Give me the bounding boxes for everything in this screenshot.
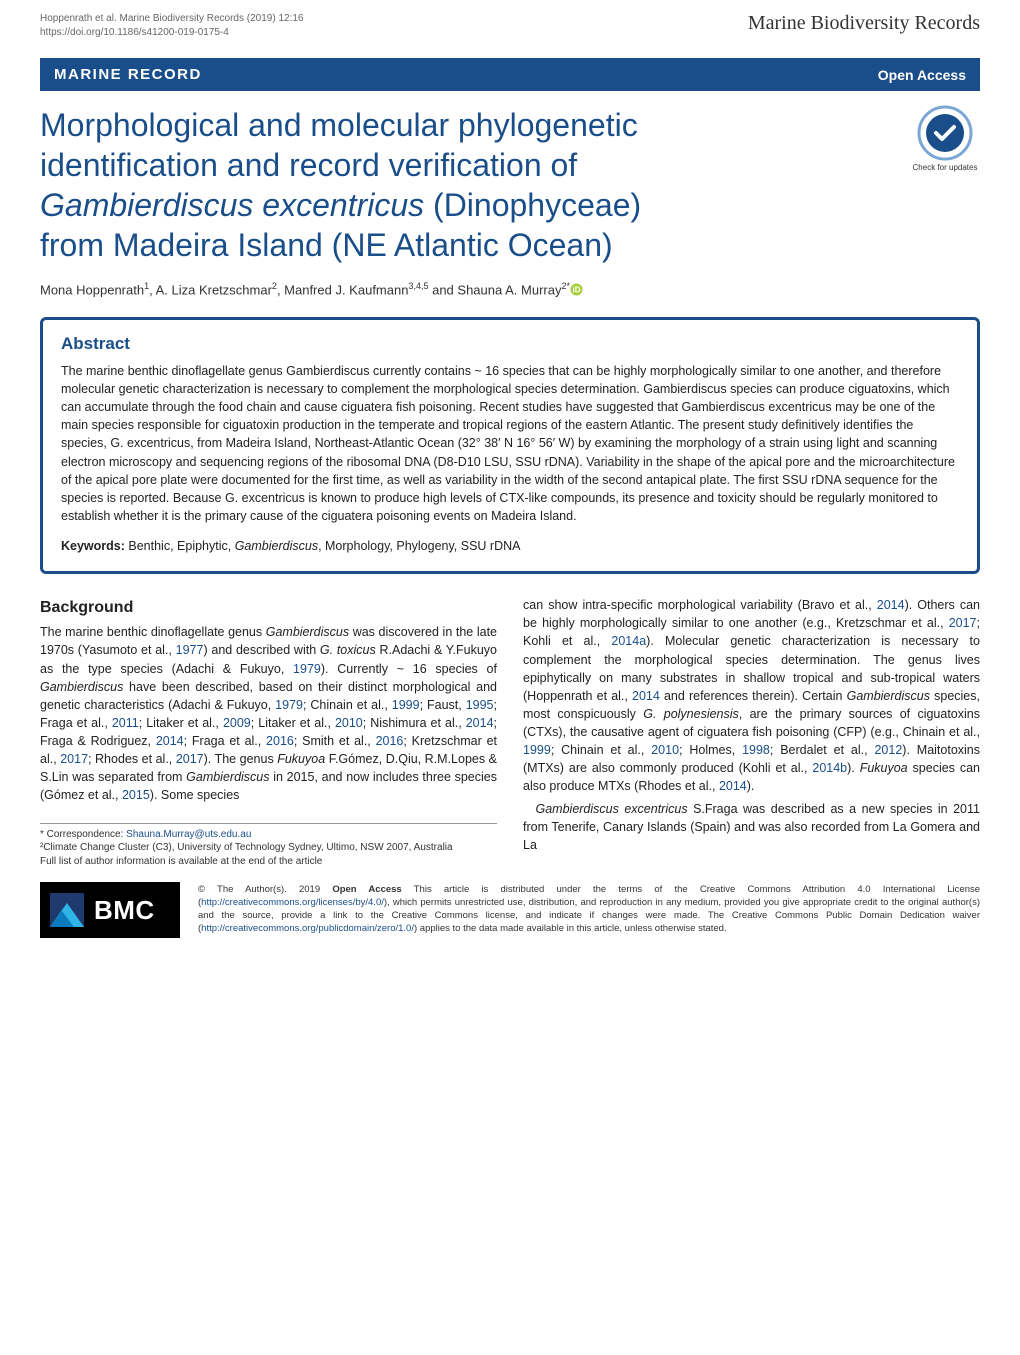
bmc-logo: BMC — [40, 882, 180, 938]
title-line: identification and record verification o… — [40, 147, 577, 183]
column-left: Background The marine benthic dinoflagel… — [40, 596, 497, 868]
article-type-label: MARINE RECORD — [54, 66, 202, 83]
body-paragraph: Gambierdiscus excentricus S.Fraga was de… — [523, 800, 980, 854]
title-line: Morphological and molecular phylogenetic — [40, 107, 638, 143]
author-info-line: Full list of author information is avail… — [40, 855, 497, 869]
affiliation-line: ²Climate Change Cluster (C3), University… — [40, 841, 497, 855]
title-line-italic: Gambierdiscus excentricus — [40, 187, 424, 223]
svg-text:iD: iD — [572, 285, 580, 294]
correspondence-line: * Correspondence: Shauna.Murray@uts.edu.… — [40, 828, 497, 842]
correspondence-email[interactable]: Shauna.Murray@uts.edu.au — [126, 829, 251, 840]
body-paragraph: The marine benthic dinoflagellate genus … — [40, 623, 497, 804]
body-columns: Background The marine benthic dinoflagel… — [40, 596, 980, 868]
orcid-icon[interactable]: iD — [570, 283, 583, 299]
footer-row: BMC © The Author(s). 2019 Open Access Th… — [40, 882, 980, 938]
article-type-bar: MARINE RECORD Open Access — [40, 58, 980, 91]
crossmark-badge[interactable]: Check for updates — [910, 105, 980, 172]
abstract-heading: Abstract — [61, 334, 959, 354]
license-link[interactable]: http://creativecommons.org/licenses/by/4… — [201, 897, 384, 908]
column-right: can show intra-specific morphological va… — [523, 596, 980, 868]
crossmark-icon — [917, 105, 973, 161]
keywords-values: Benthic, Epiphytic, Gambierdiscus, Morph… — [128, 539, 520, 553]
body-paragraph: can show intra-specific morphological va… — [523, 596, 980, 795]
keywords-label: Keywords: — [61, 539, 125, 553]
bmc-logo-text: BMC — [94, 895, 155, 926]
keywords-line: Keywords: Benthic, Epiphytic, Gambierdis… — [61, 537, 959, 555]
correspondence-block: * Correspondence: Shauna.Murray@uts.edu.… — [40, 823, 497, 869]
correspondence-label: * Correspondence: — [40, 829, 123, 840]
crossmark-label: Check for updates — [910, 163, 980, 172]
authors-line: Mona Hoppenrath1, A. Liza Kretzschmar2, … — [40, 281, 980, 299]
doi-line: https://doi.org/10.1186/s41200-019-0175-… — [40, 26, 303, 40]
journal-name: Marine Biodiversity Records — [748, 12, 980, 35]
open-access-label: Open Access — [878, 67, 966, 83]
title-line-append: (Dinophyceae) — [424, 187, 641, 223]
citation-block: Hoppenrath et al. Marine Biodiversity Re… — [40, 12, 303, 40]
article-title: Morphological and molecular phylogenetic… — [40, 105, 896, 265]
abstract-body: The marine benthic dinoflagellate genus … — [61, 362, 959, 525]
citation-line: Hoppenrath et al. Marine Biodiversity Re… — [40, 12, 303, 26]
waiver-link[interactable]: http://creativecommons.org/publicdomain/… — [201, 923, 414, 934]
background-heading: Background — [40, 596, 497, 619]
license-text: © The Author(s). 2019 Open Access This a… — [198, 884, 980, 935]
title-line: from Madeira Island (NE Atlantic Ocean) — [40, 227, 613, 263]
title-row: Morphological and molecular phylogenetic… — [40, 105, 980, 265]
page-header: Hoppenrath et al. Marine Biodiversity Re… — [0, 0, 1020, 40]
bmc-logo-icon — [50, 893, 84, 927]
abstract-box: Abstract The marine benthic dinoflagella… — [40, 317, 980, 574]
